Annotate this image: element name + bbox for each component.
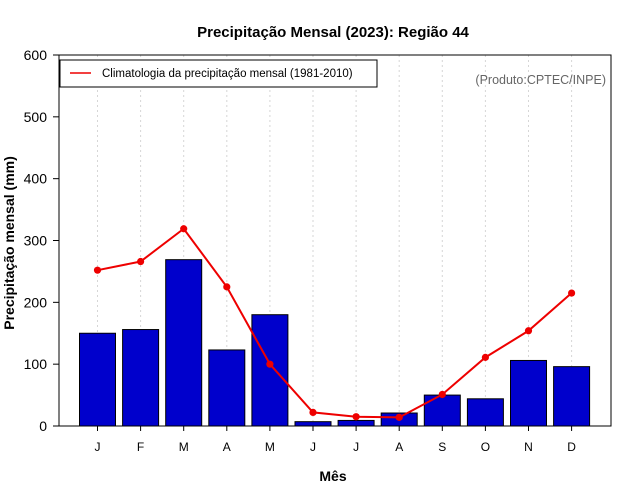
- x-axis-label: Mês: [319, 468, 346, 484]
- x-tick-label: M: [179, 440, 189, 454]
- climatology-line: [97, 227, 573, 419]
- x-tick-label: J: [353, 440, 359, 454]
- x-tick-label: J: [95, 440, 101, 454]
- legend-box: [59, 59, 378, 88]
- bar: [165, 259, 203, 427]
- y-tick-label: 200: [24, 294, 48, 310]
- climatology-point: [223, 283, 231, 291]
- bar: [294, 421, 332, 427]
- y-tick-label: 0: [39, 418, 47, 434]
- legend: Climatologia da precipitação mensal (198…: [59, 59, 378, 88]
- x-tick-label: A: [223, 440, 231, 454]
- climatology-point: [137, 257, 145, 266]
- climatology-point: [524, 327, 533, 335]
- y-tick-label: 300: [24, 233, 48, 249]
- x-tick-label: O: [481, 440, 490, 454]
- climatology-point: [309, 408, 317, 416]
- grid: [97, 55, 573, 426]
- x-tick-label: J: [310, 440, 316, 454]
- y-tick-label: 600: [24, 47, 48, 63]
- x-tick-label: S: [438, 440, 446, 454]
- bar: [208, 349, 246, 427]
- bar: [251, 314, 289, 427]
- bar: [423, 394, 461, 427]
- bar: [553, 366, 591, 427]
- x-tick-label: D: [567, 440, 576, 454]
- climatology-point: [180, 225, 188, 233]
- y-axis-label: Precipitação mensal (mm): [1, 156, 17, 330]
- x-tick-label: N: [524, 440, 533, 454]
- climatology-point: [266, 360, 274, 368]
- y-tick-label: 400: [24, 171, 48, 187]
- source-annotation: (Produto:CPTEC/INPE): [475, 73, 606, 87]
- climatology-point: [93, 266, 102, 274]
- x-tick-label: M: [265, 440, 275, 454]
- climatology-point: [352, 413, 360, 421]
- climatology-point: [481, 353, 489, 361]
- chart-title: Precipitação Mensal (2023): Região 44: [197, 24, 469, 41]
- climatology-point: [568, 289, 576, 297]
- y-axis: 0 100 200 300 400 500 600: [24, 47, 59, 434]
- climatology-point: [438, 390, 446, 399]
- x-tick-label: A: [395, 440, 403, 454]
- climatology-series: [93, 225, 576, 421]
- bar: [510, 359, 547, 427]
- y-tick-label: 100: [24, 356, 48, 372]
- climatology-point: [395, 413, 403, 421]
- bar: [79, 332, 116, 427]
- bar: [466, 398, 504, 427]
- bar-series: [79, 259, 591, 427]
- legend-entry: Climatologia da precipitação mensal (198…: [102, 68, 353, 80]
- bar: [122, 329, 160, 427]
- bar: [337, 419, 375, 427]
- x-tick-label: F: [137, 440, 144, 454]
- y-tick-label: 500: [24, 109, 48, 125]
